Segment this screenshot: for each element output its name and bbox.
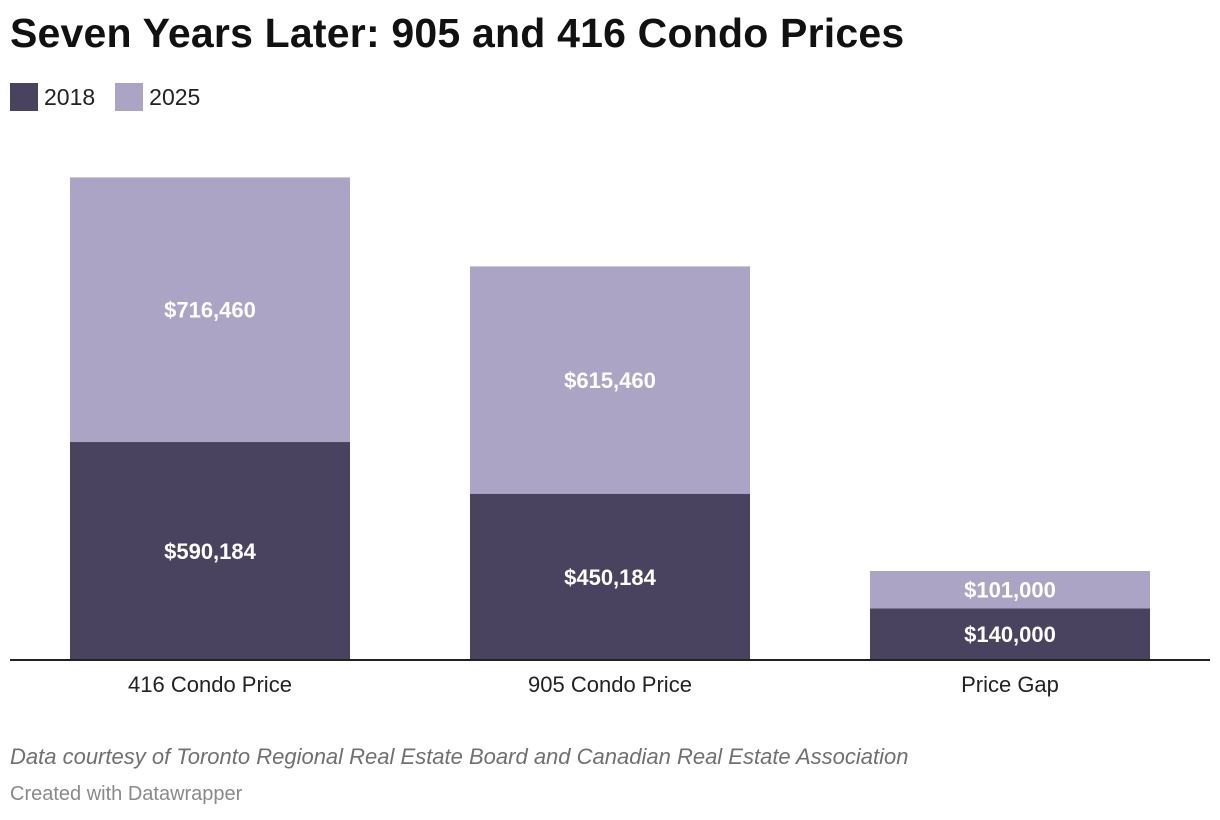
legend-label-2018: 2018 [44,83,96,110]
x-tick-label-price-gap: Price Gap [961,672,1059,697]
x-tick-label-416-condo-price: 416 Condo Price [128,672,292,697]
bar-905-condo-price-2018 [470,493,750,660]
data-label-905-condo-price-2025: $615,460 [564,368,656,393]
source-note: Data courtesy of Toronto Regional Real E… [10,744,909,769]
bar-price-gap-2018 [870,608,1150,660]
credit-note: Created with Datawrapper [10,783,243,805]
data-label-416-condo-price-2025: $716,460 [164,298,256,323]
data-label-price-gap-2018: $140,000 [964,622,1056,647]
data-label-416-condo-price-2018: $590,184 [164,539,257,564]
legend-item-2018: 2018 [10,83,95,111]
bar-905-condo-price-2025 [470,266,750,494]
stacked-bar-chart: $590,184 $716,460 416 Condo Price $450,184 $… [10,177,1210,697]
data-label-price-gap-2025: $101,000 [964,578,1056,603]
legend-item-2025: 2025 [115,83,200,111]
legend-swatch-2025 [115,83,144,111]
bar-416-condo-price-2025 [70,177,350,443]
legend: 2018 2025 [10,83,200,111]
legend-swatch-2018 [10,83,38,111]
legend-label-2025: 2025 [149,83,201,110]
bar-price-gap-2025 [870,570,1150,609]
chart-title: Seven Years Later: 905 and 416 Condo Pri… [10,10,905,56]
x-tick-label-905-condo-price: 905 Condo Price [528,672,692,697]
bar-416-condo-price-2018 [70,442,350,660]
data-label-905-condo-price-2018: $450,184 [564,565,657,590]
